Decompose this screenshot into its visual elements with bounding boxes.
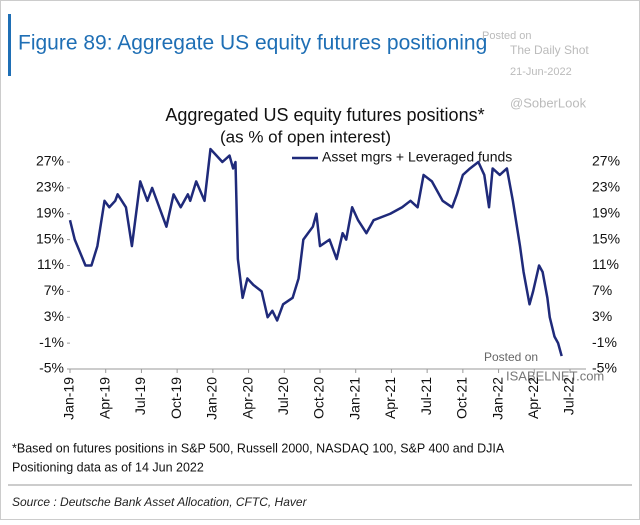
x-tick-label: Jan-20: [204, 377, 220, 420]
x-tick-label: Apr-22: [525, 377, 541, 419]
y-tick-label: 15%: [36, 230, 64, 246]
x-tick-label: Jul-19: [132, 377, 148, 415]
y-tick-label: -1%: [39, 334, 64, 350]
series-line: [68, 147, 563, 357]
y2-tick-label: 19%: [592, 204, 620, 220]
y2-tick-label: -5%: [592, 360, 617, 376]
legend-label: Asset mgrs + Leveraged funds: [322, 149, 512, 165]
x-tick-label: Jan-22: [489, 377, 505, 420]
y2-tick-label: 11%: [592, 256, 619, 272]
y-tick-label: 3%: [44, 308, 64, 324]
x-tick-label: Oct-21: [454, 377, 470, 419]
source: Source : Deutsche Bank Asset Allocation,…: [12, 495, 308, 509]
x-tick-label: Jul-20: [275, 377, 291, 415]
y-tick-label: 19%: [36, 204, 64, 220]
watermark: ISABELNET.com: [506, 368, 604, 383]
watermark: Posted on: [484, 350, 538, 364]
watermark: Posted on: [482, 30, 532, 42]
chart-title: Aggregated US equity futures positions*: [165, 105, 484, 125]
x-tick-label: Oct-20: [311, 377, 327, 419]
accent-bar: [8, 14, 11, 76]
x-tick-label: Jan-21: [346, 377, 362, 420]
watermark: @SoberLook: [510, 95, 587, 110]
y2-tick-label: 3%: [592, 308, 612, 324]
watermark: 21-Jun-2022: [510, 66, 572, 78]
x-tick-label: Oct-19: [168, 377, 184, 419]
x-tick-label: Jan-19: [61, 377, 77, 420]
footnote: Positioning data as of 14 Jun 2022: [12, 460, 204, 474]
y2-tick-label: 23%: [592, 179, 620, 195]
chart-subtitle: (as % of open interest): [220, 127, 391, 146]
y2-tick-label: 7%: [592, 282, 612, 298]
y2-tick-label: 27%: [592, 153, 620, 169]
x-tick-label: Apr-19: [96, 377, 112, 419]
y-tick-label: 11%: [37, 256, 64, 272]
x-tick-label: Apr-20: [239, 377, 255, 419]
x-tick-label: Jul-21: [418, 377, 434, 415]
x-tick-label: Jul-22: [561, 377, 577, 415]
footnote: *Based on futures positions in S&P 500, …: [12, 441, 505, 455]
x-tick-label: Apr-21: [382, 377, 398, 419]
y-tick-label: 7%: [44, 282, 64, 298]
y2-tick-label: -1%: [592, 334, 617, 350]
y2-tick-label: 15%: [592, 230, 620, 246]
y-tick-label: -5%: [39, 360, 64, 376]
y-tick-label: 27%: [36, 153, 64, 169]
figure-title: Figure 89: Aggregate US equity futures p…: [18, 32, 487, 55]
y-tick-label: 23%: [36, 179, 64, 195]
watermark: The Daily Shot: [510, 43, 589, 57]
